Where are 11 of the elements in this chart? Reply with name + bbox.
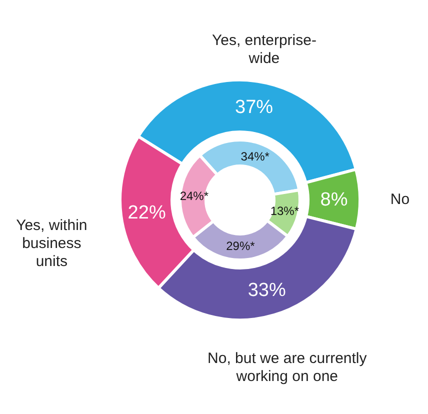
data-label: 24%* xyxy=(180,189,209,204)
slice-label: Yes, enterprise-wide xyxy=(212,32,316,67)
slice-label: No xyxy=(390,190,410,208)
data-label: 29%* xyxy=(226,238,256,253)
data-label: 34%* xyxy=(240,150,270,164)
slice-label: Yes, within business units xyxy=(16,217,88,270)
data-label: 22% xyxy=(128,202,166,224)
data-label: 37% xyxy=(235,97,274,118)
data-label: 33% xyxy=(248,280,286,302)
slice-label: No, but we are currently working on one xyxy=(208,350,368,386)
data-label: 8% xyxy=(320,189,348,210)
